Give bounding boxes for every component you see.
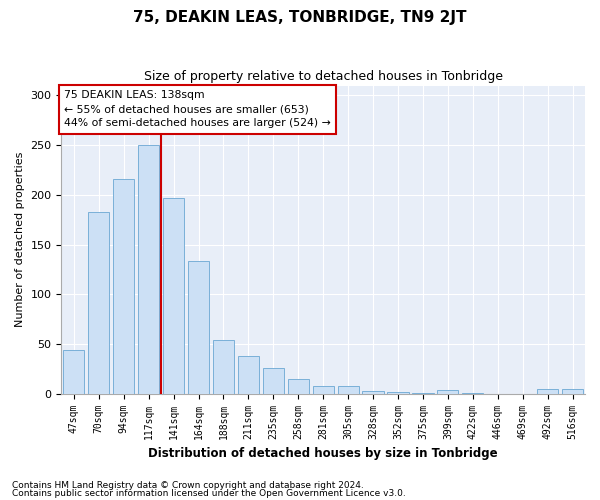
Text: Contains public sector information licensed under the Open Government Licence v3: Contains public sector information licen… xyxy=(12,489,406,498)
Bar xyxy=(213,340,234,394)
Text: 75 DEAKIN LEAS: 138sqm
← 55% of detached houses are smaller (653)
44% of semi-de: 75 DEAKIN LEAS: 138sqm ← 55% of detached… xyxy=(64,90,331,128)
Bar xyxy=(562,388,583,394)
Bar xyxy=(113,179,134,394)
Bar xyxy=(238,356,259,394)
Bar xyxy=(163,198,184,394)
Bar xyxy=(287,379,309,394)
Bar xyxy=(437,390,458,394)
Bar xyxy=(313,386,334,394)
Bar xyxy=(338,386,359,394)
Bar xyxy=(412,392,434,394)
Text: Contains HM Land Registry data © Crown copyright and database right 2024.: Contains HM Land Registry data © Crown c… xyxy=(12,480,364,490)
Text: 75, DEAKIN LEAS, TONBRIDGE, TN9 2JT: 75, DEAKIN LEAS, TONBRIDGE, TN9 2JT xyxy=(133,10,467,25)
Bar xyxy=(462,392,484,394)
Bar xyxy=(362,390,383,394)
Title: Size of property relative to detached houses in Tonbridge: Size of property relative to detached ho… xyxy=(144,70,503,83)
Bar xyxy=(63,350,85,394)
Y-axis label: Number of detached properties: Number of detached properties xyxy=(15,152,25,328)
Bar xyxy=(138,145,159,394)
Bar xyxy=(388,392,409,394)
X-axis label: Distribution of detached houses by size in Tonbridge: Distribution of detached houses by size … xyxy=(148,447,498,460)
Bar xyxy=(188,262,209,394)
Bar xyxy=(537,388,558,394)
Bar xyxy=(88,212,109,394)
Bar xyxy=(263,368,284,394)
